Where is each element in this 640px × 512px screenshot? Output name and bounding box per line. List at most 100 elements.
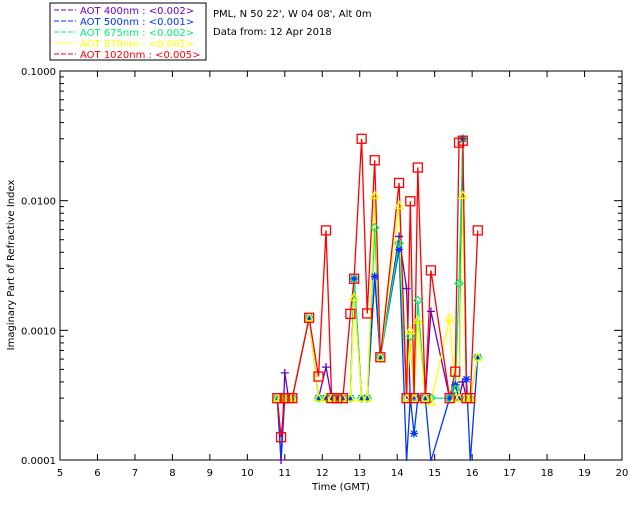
data-point bbox=[394, 238, 404, 249]
data-point bbox=[313, 371, 324, 382]
data-point bbox=[401, 392, 412, 404]
data-point bbox=[405, 325, 416, 334]
data-point bbox=[401, 392, 412, 402]
data-point bbox=[322, 394, 331, 403]
data-point bbox=[393, 177, 405, 189]
data-point bbox=[369, 222, 380, 233]
data-point bbox=[395, 245, 404, 254]
x-tick-label: 19 bbox=[578, 468, 591, 479]
data-point bbox=[314, 394, 323, 403]
data-point bbox=[348, 291, 360, 301]
data-point bbox=[472, 351, 483, 361]
data-point bbox=[327, 394, 336, 403]
x-tick-label: 5 bbox=[57, 468, 63, 479]
data-point bbox=[425, 265, 437, 276]
data-point bbox=[362, 308, 373, 319]
data-point bbox=[322, 363, 331, 372]
data-point bbox=[444, 392, 455, 404]
data-point bbox=[287, 392, 298, 402]
data-point bbox=[313, 393, 324, 404]
data-point bbox=[412, 162, 423, 173]
data-point bbox=[369, 189, 380, 199]
data-point bbox=[362, 392, 373, 402]
data-point bbox=[280, 368, 289, 377]
x-tick-label: 6 bbox=[94, 468, 100, 479]
x-axis-label: Time (GMT) bbox=[311, 482, 370, 493]
x-tick-label: 8 bbox=[169, 468, 175, 479]
x-tick-label: 12 bbox=[316, 468, 329, 479]
legend-label: AOT 1020nm : <0.005> bbox=[80, 50, 200, 61]
data-point bbox=[304, 312, 315, 322]
data-point bbox=[369, 155, 380, 166]
data-point bbox=[333, 394, 342, 403]
data-point bbox=[421, 394, 430, 403]
data-point bbox=[375, 352, 386, 363]
data-point bbox=[320, 225, 332, 236]
data-point bbox=[420, 392, 431, 404]
x-tick-label: 15 bbox=[428, 468, 441, 479]
data-point bbox=[412, 295, 423, 306]
data-point bbox=[356, 392, 367, 402]
site-info: PML, N 50 22', W 04 08', Alt 0m bbox=[213, 9, 372, 20]
data-point bbox=[326, 392, 337, 404]
data-point bbox=[450, 366, 461, 377]
data-point bbox=[332, 392, 343, 404]
data-point bbox=[412, 314, 423, 324]
data-point bbox=[457, 135, 468, 146]
x-tick-label: 13 bbox=[353, 468, 366, 479]
data-point bbox=[445, 394, 454, 403]
data-point bbox=[275, 432, 287, 443]
y-tick-label: 0.0100 bbox=[21, 197, 56, 208]
data-point bbox=[370, 272, 379, 281]
data-point bbox=[363, 394, 372, 403]
data-point bbox=[457, 133, 468, 144]
plot-frame bbox=[59, 70, 623, 461]
data-point bbox=[357, 394, 366, 403]
y-tick-label: 0.0001 bbox=[21, 456, 56, 467]
data-point bbox=[402, 284, 411, 293]
data-point bbox=[408, 392, 420, 404]
y-tick-label: 0.1000 bbox=[21, 67, 56, 78]
x-tick-label: 16 bbox=[466, 468, 479, 479]
legend-label: AOT 675nm : <0.002> bbox=[80, 28, 194, 39]
data-point bbox=[410, 429, 419, 438]
data-point bbox=[462, 375, 471, 384]
data-point bbox=[454, 278, 464, 289]
data-point bbox=[465, 392, 476, 402]
data-point bbox=[465, 392, 476, 404]
data-point bbox=[453, 137, 465, 148]
data-point bbox=[304, 312, 315, 323]
data-point bbox=[287, 392, 298, 404]
legend-label: AOT 400nm : <0.002> bbox=[80, 6, 194, 17]
data-point bbox=[457, 189, 468, 199]
data-point bbox=[313, 392, 324, 402]
data-point bbox=[337, 392, 348, 402]
data-point bbox=[375, 351, 386, 361]
data-point bbox=[473, 353, 482, 362]
data-point bbox=[408, 392, 420, 402]
x-tick-label: 9 bbox=[207, 468, 213, 479]
data-point bbox=[345, 392, 356, 402]
data-point bbox=[426, 307, 435, 316]
data-point bbox=[272, 392, 283, 404]
data-point bbox=[405, 196, 416, 207]
data-point bbox=[326, 392, 337, 402]
x-tick-label: 14 bbox=[391, 468, 404, 479]
data-point bbox=[350, 274, 359, 283]
data-point bbox=[472, 225, 483, 236]
data-point bbox=[426, 393, 436, 404]
data-point bbox=[444, 312, 455, 322]
data-point bbox=[345, 308, 356, 320]
data-point bbox=[425, 396, 437, 406]
data-point bbox=[362, 393, 373, 404]
data-point bbox=[320, 392, 332, 402]
x-tick-label: 11 bbox=[278, 468, 291, 479]
y-axis-label: Imaginary Part of Refractive Index bbox=[6, 180, 17, 351]
data-point bbox=[376, 353, 385, 362]
data-point bbox=[332, 392, 343, 402]
x-tick-label: 20 bbox=[616, 468, 629, 479]
data-point bbox=[337, 392, 349, 404]
data-point bbox=[455, 394, 464, 403]
x-tick-label: 7 bbox=[132, 468, 138, 479]
